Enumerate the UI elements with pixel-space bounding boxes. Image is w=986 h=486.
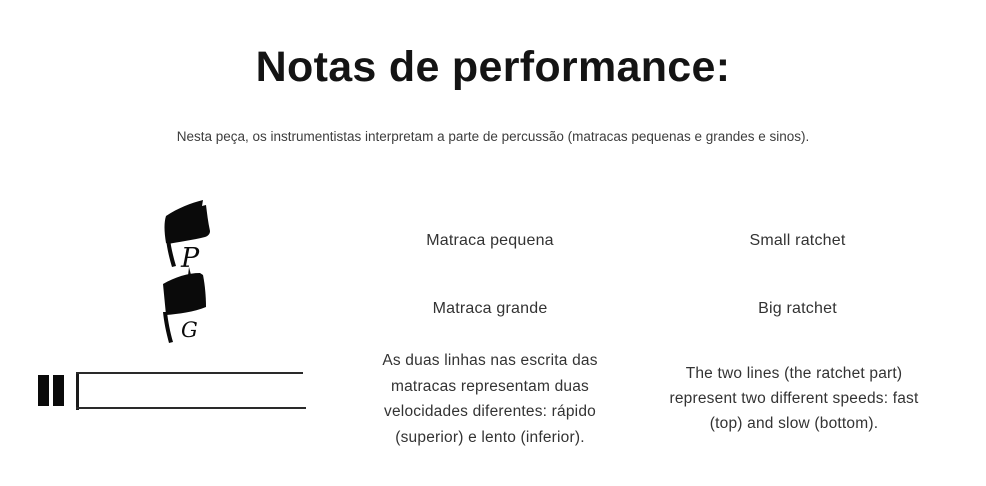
- page-title: Notas de performance:: [255, 42, 731, 91]
- label-matraca-grande: Matraca grande: [432, 300, 548, 317]
- label-big-ratchet: Big ratchet: [758, 300, 837, 317]
- explanation-en: The two lines (the ratchet part) represe…: [669, 365, 919, 432]
- flag-letter-p: P: [180, 243, 200, 270]
- big-ratchet-flag-icon: G: [163, 267, 206, 343]
- intro-text: Nesta peça, os instrumentistas interpret…: [176, 129, 810, 144]
- label-matraca-pequena: Matraca pequena: [426, 232, 554, 249]
- label-small-ratchet: Small ratchet: [749, 232, 846, 249]
- flag-letter-g: G: [181, 318, 198, 342]
- ratchet-two-lines-icon: [38, 372, 306, 410]
- explanation-pt: As duas linhas nas escrita das matracas …: [382, 352, 598, 446]
- small-ratchet-flag-icon: P: [164, 200, 210, 270]
